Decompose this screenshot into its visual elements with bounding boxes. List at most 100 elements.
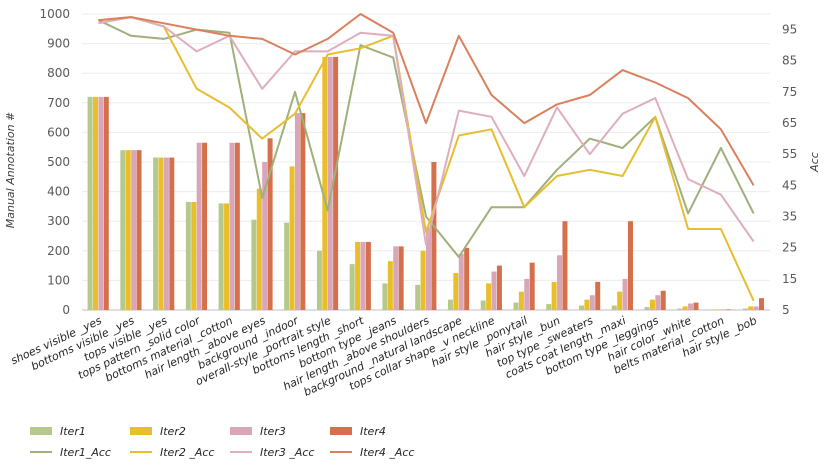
bar-iter1 <box>284 222 290 310</box>
bar-iter4 <box>627 221 633 310</box>
legend-label: Iter2 _Acc <box>160 446 214 459</box>
bar-iter2 <box>289 166 295 310</box>
bar-iter1 <box>185 201 191 310</box>
bar-iter1 <box>480 300 486 310</box>
bar-iter2 <box>649 299 655 310</box>
y2-tick-label: 45 <box>782 178 797 192</box>
y2-tick-label: 65 <box>782 116 797 130</box>
bar-iter4 <box>759 298 765 310</box>
bar-iter3 <box>524 278 530 310</box>
bar-iter3 <box>720 309 726 310</box>
bar-iter1 <box>710 309 716 310</box>
bar-iter2 <box>158 157 164 310</box>
bar-iter1 <box>120 150 126 310</box>
legend-swatch <box>230 427 252 435</box>
y2-tick-label: 55 <box>782 147 797 161</box>
bar-iter2 <box>224 203 230 310</box>
bar-iter1 <box>579 305 585 310</box>
bar-iter4 <box>169 157 175 310</box>
bar-iter3 <box>163 157 169 310</box>
bar-iter3 <box>98 96 104 310</box>
bar-iter2 <box>420 250 426 310</box>
legend-swatch <box>330 427 352 435</box>
bar-iter4 <box>693 302 699 310</box>
bar-iter1 <box>218 203 224 310</box>
bar-iter1 <box>349 264 355 310</box>
bar-iter1 <box>513 302 519 310</box>
legend-label: Iter3 <box>260 425 286 438</box>
bar-iter2 <box>748 306 754 310</box>
bar-iter2 <box>355 241 361 310</box>
line-iter1-acc <box>97 19 755 258</box>
bar-iter4 <box>300 113 306 310</box>
bar-iter2 <box>551 281 557 310</box>
y-tick-label: 100 <box>47 273 70 287</box>
y2-tick-label: 75 <box>782 85 797 99</box>
bar-iter1 <box>153 157 159 310</box>
bar-iter2 <box>682 306 688 310</box>
bar-iter3 <box>262 162 268 310</box>
bar-iter3 <box>327 56 333 310</box>
y2-tick-label: 35 <box>782 210 797 224</box>
line-iter2-acc <box>98 16 755 302</box>
bar-iter1 <box>644 307 650 310</box>
y-tick-label: 300 <box>47 214 70 228</box>
y2-tick-label: 25 <box>782 241 797 255</box>
legend-label: Iter3 _Acc <box>260 446 314 459</box>
bar-iter1 <box>611 305 617 310</box>
bar-iter2 <box>453 273 459 310</box>
bar-iter3 <box>360 241 366 310</box>
bar-iter1 <box>742 308 748 310</box>
legend-label: Iter4 _Acc <box>360 446 414 459</box>
bar-iter2 <box>322 56 328 310</box>
bar-iter1 <box>382 283 388 310</box>
bar-iter2 <box>125 150 131 310</box>
legend-label: Iter1_Acc <box>60 446 111 459</box>
y2-axis-title: Acc <box>808 152 821 173</box>
y-tick-label: 0 <box>62 303 70 317</box>
bar-iter3 <box>229 142 235 310</box>
bar-iter3 <box>688 303 694 310</box>
bar-iter4 <box>398 246 404 310</box>
line-iter4-acc <box>98 13 755 186</box>
bar-iter2 <box>387 261 393 310</box>
bar-iter4 <box>562 221 568 310</box>
bar-iter4 <box>496 265 502 310</box>
bar-iter3 <box>753 306 759 310</box>
bar-iter4 <box>365 241 371 310</box>
bar-iter1 <box>447 299 453 310</box>
legend-label: Iter2 <box>160 425 186 438</box>
bar-iter4 <box>660 290 666 310</box>
right-axis-ticks: 5 15 25 35 45 55 65 75 85 95 <box>782 23 797 317</box>
bar-iter1 <box>677 308 683 310</box>
bar-iter3 <box>426 227 431 310</box>
y-tick-label: 700 <box>47 96 70 110</box>
bar-iter1 <box>316 250 322 310</box>
bar-iter3 <box>589 295 595 310</box>
bar-iter2 <box>584 299 590 310</box>
bar-iter2 <box>486 283 492 310</box>
bar-iter1 <box>546 304 552 310</box>
bar-iter4 <box>464 247 470 310</box>
bar-iter4 <box>267 138 273 310</box>
legend-label: Iter4 <box>360 425 386 438</box>
y-tick-label: 200 <box>47 244 70 258</box>
y-tick-label: 500 <box>47 155 70 169</box>
bar-iter3 <box>622 278 628 310</box>
line-series <box>97 13 755 302</box>
y2-tick-label: 5 <box>782 303 790 317</box>
y-tick-label: 900 <box>47 37 70 51</box>
bar-iter3 <box>196 142 202 310</box>
bar-iter3 <box>491 271 497 310</box>
legend: Iter1 Iter2 Iter3 Iter4 Iter1_Acc Iter2 _Acc I… <box>30 425 414 459</box>
y2-tick-label: 95 <box>782 23 797 37</box>
bar-iter1 <box>415 284 421 310</box>
line-iter3-acc <box>98 16 755 246</box>
bar-iter2 <box>92 96 98 310</box>
bar-iter4 <box>529 262 535 310</box>
bar-iter4 <box>595 281 601 310</box>
bar-iter2 <box>518 291 524 310</box>
bar-iter1 <box>87 96 93 310</box>
